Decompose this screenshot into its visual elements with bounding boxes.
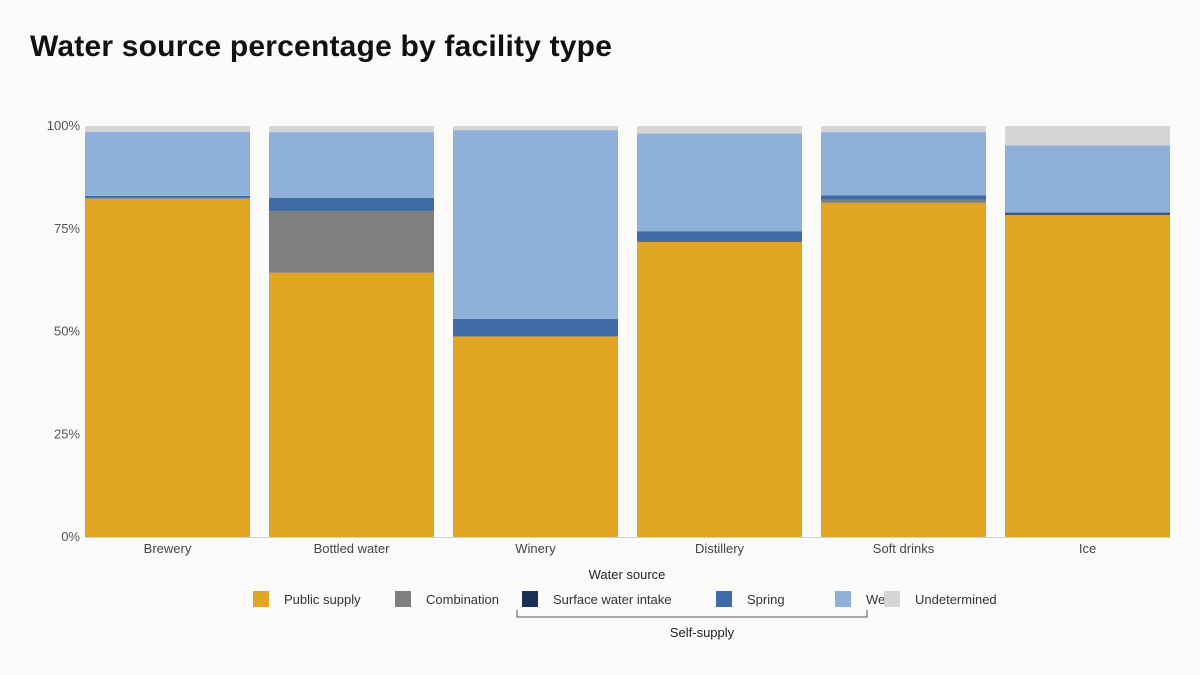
- y-tick-label-75: 75%: [54, 221, 80, 236]
- legend-label-surface-water-intake: Surface water intake: [553, 592, 672, 607]
- x-tick-label-soft-drinks: Soft drinks: [873, 541, 935, 556]
- y-tick-label-0: 0%: [61, 529, 80, 544]
- self-supply-bracket: [516, 610, 868, 618]
- legend-label-spring: Spring: [747, 592, 785, 607]
- bar-bottled-water-spring: [269, 197, 434, 212]
- x-tick-label-bottled-water: Bottled water: [314, 541, 391, 556]
- legend-label-combination: Combination: [426, 592, 499, 607]
- bar-distillery-undetermined: [637, 126, 802, 134]
- legend-swatch-spring: [716, 591, 732, 607]
- legend-swatch-combination: [395, 591, 411, 607]
- bar-distillery-well: [637, 133, 802, 232]
- bar-soft-drinks-spring: [821, 195, 986, 200]
- legend-swatch-public-supply: [253, 591, 269, 607]
- bar-soft-drinks-public-supply: [821, 202, 986, 537]
- bar-ice-well: [1005, 145, 1170, 213]
- bar-ice-spring: [1005, 212, 1170, 214]
- x-tick-label-winery: Winery: [515, 541, 556, 556]
- bar-ice-public-supply: [1005, 214, 1170, 537]
- bar-distillery-surface-water-intake: [637, 240, 802, 242]
- y-tick-label-25: 25%: [54, 426, 80, 441]
- bar-winery-spring: [453, 318, 618, 337]
- bar-ice-surface-water-intake: [1005, 213, 1170, 215]
- chart-title: Water source percentage by facility type: [30, 30, 613, 63]
- legend-title: Water source: [589, 567, 666, 582]
- y-tick-label-100: 100%: [47, 118, 81, 133]
- bar-bottled-water-combination: [269, 211, 434, 273]
- bar-distillery-public-supply: [637, 241, 802, 537]
- x-tick-label-brewery: Brewery: [144, 541, 192, 556]
- bar-soft-drinks-combination: [821, 199, 986, 203]
- bar-winery-well: [453, 130, 618, 319]
- bar-bottled-water-undetermined: [269, 126, 434, 133]
- bar-distillery-spring: [637, 231, 802, 241]
- bar-bottled-water-public-supply: [269, 272, 434, 537]
- legend-label-public-supply: Public supply: [284, 592, 361, 607]
- x-tick-label-distillery: Distillery: [695, 541, 745, 556]
- bar-brewery-undetermined: [85, 126, 250, 132]
- legend-label-undetermined: Undetermined: [915, 592, 997, 607]
- bar-soft-drinks-undetermined: [821, 126, 986, 133]
- y-tick-label-50: 50%: [54, 324, 80, 339]
- bar-brewery-combination: [85, 197, 250, 199]
- bar-winery-public-supply: [453, 336, 618, 537]
- bar-ice-undetermined: [1005, 126, 1170, 146]
- bar-winery-undetermined: [453, 126, 618, 131]
- bar-brewery-well: [85, 131, 250, 196]
- legend-swatch-undetermined: [884, 591, 900, 607]
- self-supply-label: Self-supply: [670, 625, 735, 640]
- bar-soft-drinks-well: [821, 132, 986, 196]
- bar-brewery-public-supply: [85, 198, 250, 537]
- bar-brewery-spring: [85, 195, 250, 198]
- legend-swatch-surface-water-intake: [522, 591, 538, 607]
- bar-bottled-water-well: [269, 132, 434, 198]
- x-tick-label-ice: Ice: [1079, 541, 1096, 556]
- legend-swatch-well: [835, 591, 851, 607]
